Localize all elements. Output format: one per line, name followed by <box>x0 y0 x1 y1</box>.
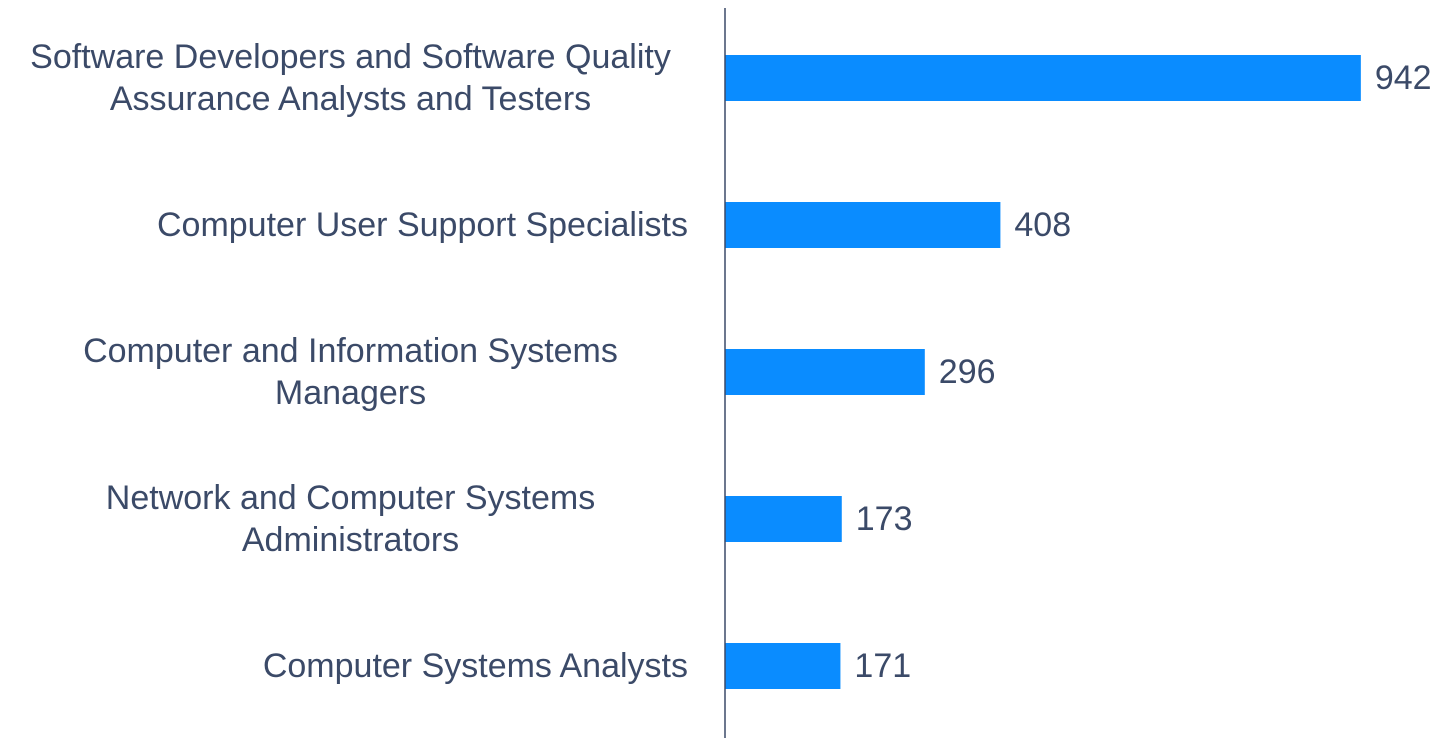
value-label: 296 <box>938 353 996 391</box>
category-label: Computer User Support Specialists <box>156 206 688 244</box>
category-label: Software Developers and Software Quality… <box>30 38 671 118</box>
category-label: Computer and Information Systems Manager… <box>83 332 618 412</box>
bar <box>725 643 841 689</box>
bar <box>725 349 925 395</box>
value-label: 408 <box>1014 206 1072 244</box>
value-label: 942 <box>1374 59 1432 97</box>
value-label: 173 <box>855 500 913 538</box>
category-label: Network and Computer Systems Administrat… <box>105 479 596 559</box>
category-label: Computer Systems Analysts <box>262 647 688 685</box>
bar <box>725 55 1361 101</box>
value-label: 171 <box>854 647 912 685</box>
bar <box>725 496 842 542</box>
bar <box>725 202 1001 248</box>
